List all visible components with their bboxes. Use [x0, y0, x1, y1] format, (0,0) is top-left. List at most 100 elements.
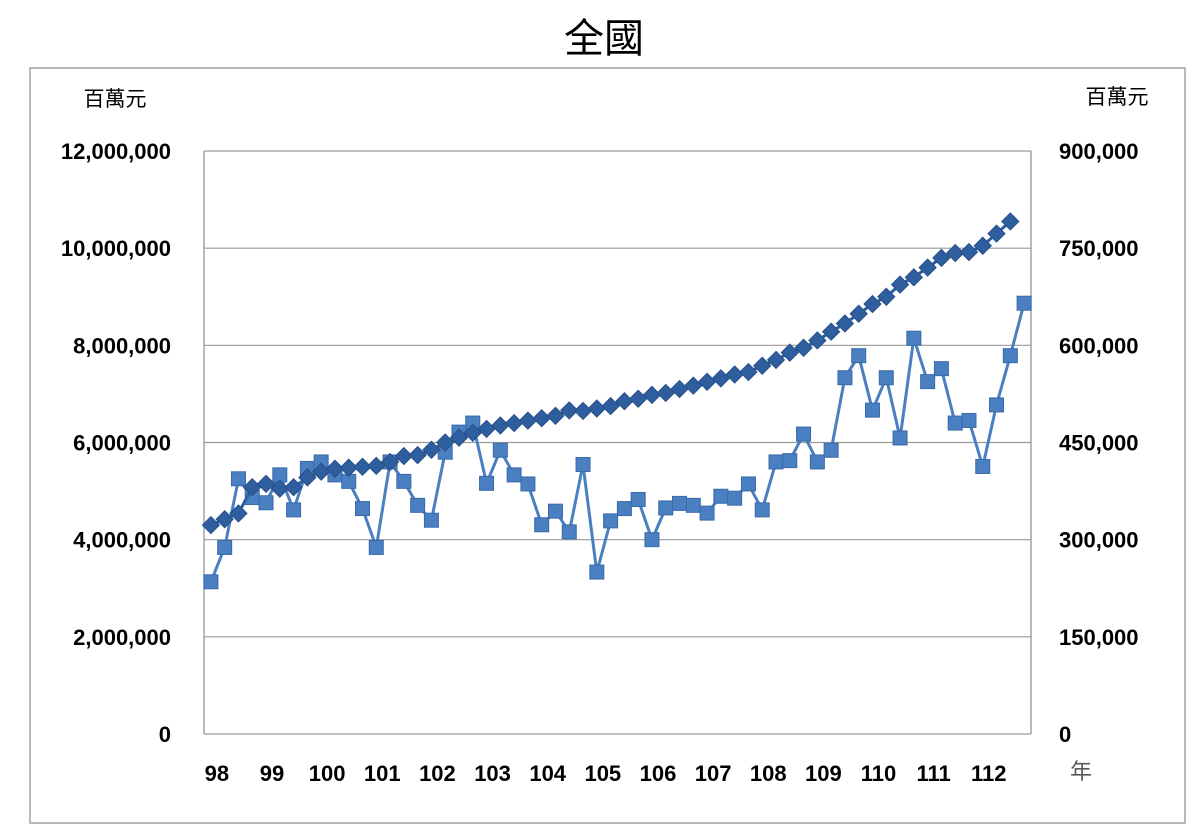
diamond-point [380, 452, 400, 472]
square-point [727, 490, 743, 506]
diamond-point [753, 356, 772, 375]
diamond-point [422, 440, 441, 459]
square-point [892, 430, 908, 446]
square-point [561, 524, 577, 540]
diamond-point [284, 477, 303, 497]
square-point [740, 476, 756, 492]
diamond-point [256, 474, 276, 494]
left-axis-unit: 百萬元 [84, 87, 147, 111]
x-tick-label: 104 [529, 761, 566, 786]
diamond-point [904, 268, 924, 287]
square-point [672, 495, 688, 511]
diamond-point [918, 258, 937, 277]
left-y-tick-label: 10,000,000 [61, 236, 171, 261]
x-tick-label: 103 [474, 761, 511, 786]
diamond-point [298, 468, 317, 487]
square-point [933, 361, 949, 377]
square-point [878, 370, 894, 386]
diamond-point [987, 224, 1006, 243]
diamond-point [546, 406, 565, 425]
x-tick-label: 99 [260, 761, 284, 786]
x-tick-label: 106 [640, 761, 677, 786]
diamond-point [890, 275, 910, 294]
left-y-tick-label: 8,000,000 [73, 333, 171, 358]
x-tick-label: 98 [205, 761, 229, 786]
square-point [286, 502, 302, 518]
square-point [575, 457, 591, 473]
x-tick-label: 107 [695, 761, 732, 786]
right-y-tick-label: 450,000 [1059, 431, 1139, 456]
square-point [975, 458, 991, 474]
diamond-point [408, 445, 427, 465]
left-y-tick-label: 2,000,000 [73, 625, 171, 650]
diamond-point [821, 322, 841, 341]
chart-title: 全國 [564, 16, 644, 62]
x-axis-unit: 年 [1070, 760, 1092, 785]
diamond-point [973, 236, 992, 255]
diamond-point [780, 343, 799, 362]
x-tick-label: 112 [971, 761, 1007, 786]
square-point [520, 476, 536, 492]
square-point [658, 500, 674, 516]
square-point [961, 412, 977, 428]
square-point [506, 467, 522, 483]
diamond-point [877, 287, 896, 306]
square-point [603, 513, 619, 529]
square-point [823, 442, 839, 458]
left-y-tick-label: 0 [159, 722, 171, 747]
x-tick-label: 110 [861, 761, 897, 786]
square-point [754, 502, 770, 518]
square-point [534, 517, 550, 533]
square-point [989, 397, 1005, 413]
grid-layer [203, 150, 1032, 735]
diamond-point [270, 479, 290, 498]
square-point [258, 495, 274, 511]
square-point [479, 475, 495, 491]
diamond-point [849, 304, 868, 323]
square-point [768, 454, 784, 470]
diamond-point [959, 242, 979, 262]
square-point [423, 512, 439, 528]
diamond-point [945, 243, 965, 263]
square-point [368, 539, 384, 555]
right-y-tick-label: 900,000 [1059, 139, 1139, 164]
square-point [713, 488, 729, 504]
diamond-point [863, 294, 882, 314]
diamond-point [339, 458, 358, 477]
right-y-tick-label: 600,000 [1059, 333, 1139, 358]
square-point [396, 473, 412, 489]
square-point [1002, 348, 1018, 364]
diamond-point [808, 331, 827, 350]
right-y-tick-label: 750,000 [1059, 236, 1139, 261]
square-point [355, 501, 371, 517]
square-point [410, 497, 426, 513]
square-point [796, 426, 812, 442]
x-tick-label: 109 [805, 761, 842, 786]
diamond-point [229, 504, 248, 523]
diamond-point [201, 515, 221, 535]
square-point [809, 454, 825, 470]
square-point [1016, 295, 1032, 311]
right-y-tick-label: 150,000 [1059, 625, 1139, 650]
left-y-tick-label: 12,000,000 [61, 139, 171, 164]
square-point [906, 330, 922, 346]
series-layer [201, 212, 1032, 590]
x-tick-label: 101 [364, 761, 401, 786]
diamond-point [215, 510, 234, 529]
right-y-tick-label: 0 [1059, 722, 1071, 747]
square-point [864, 402, 880, 418]
diamond-point [835, 314, 855, 333]
x-tick-label: 111 [916, 761, 950, 786]
square-point [685, 497, 701, 513]
left-y-tick-label: 6,000,000 [73, 431, 171, 456]
square-point [837, 370, 853, 386]
square-point [947, 415, 963, 431]
right-y-tick-label: 300,000 [1059, 528, 1139, 553]
diamond-point [449, 428, 469, 447]
diamond-point [560, 401, 579, 420]
square-point [920, 374, 936, 390]
square-point [492, 442, 508, 458]
diamond-point [794, 338, 813, 357]
diamond-point [325, 459, 345, 478]
